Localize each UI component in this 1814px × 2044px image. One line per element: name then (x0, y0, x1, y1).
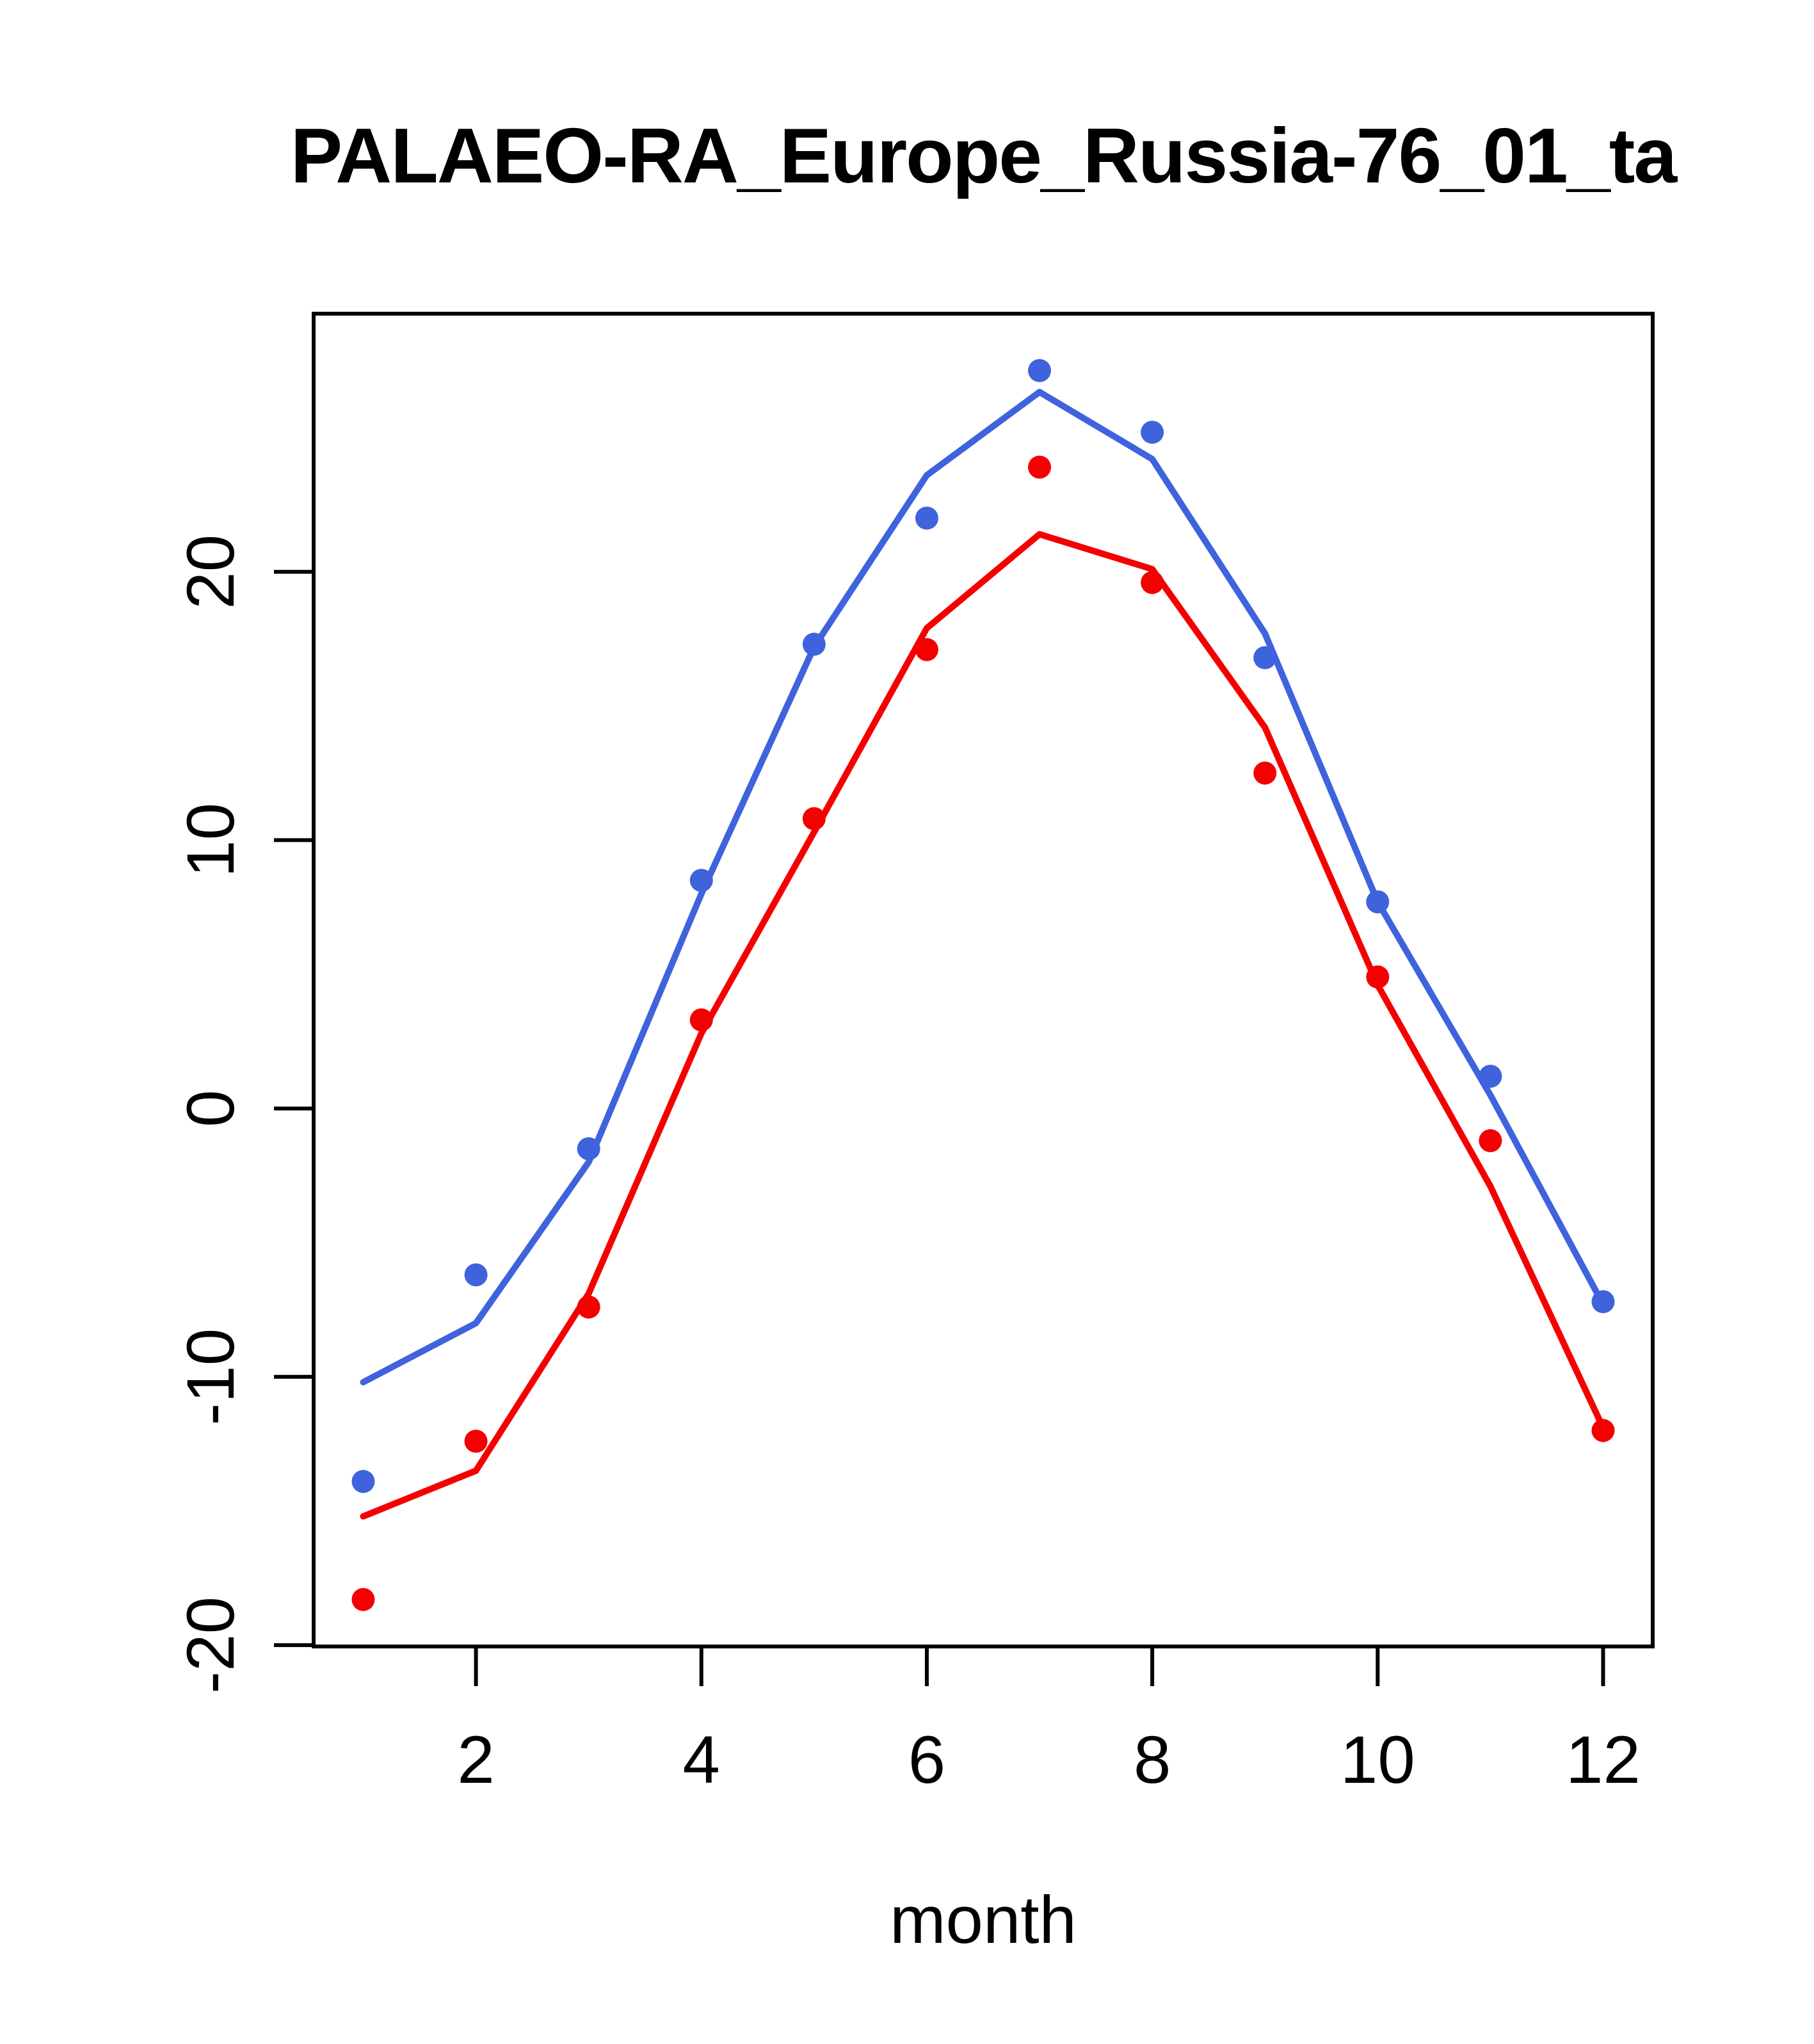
y-axis: -20 -10 0 10 20 (173, 535, 314, 1694)
y-tick-label: -20 (173, 1597, 248, 1694)
blue-points-observations-point (577, 1137, 600, 1161)
x-tick-label: 4 (683, 1723, 720, 1798)
red-points-observations-point (577, 1295, 600, 1319)
x-tick-label: 12 (1566, 1723, 1641, 1798)
red-points-observations-point (464, 1429, 488, 1453)
red-points-observations-point (1479, 1129, 1502, 1152)
blue-points-observations-point (1479, 1065, 1502, 1088)
blue-points-observations-point (802, 632, 826, 656)
blue-points-observations-point (464, 1263, 488, 1287)
blue-points-observations-point (1591, 1290, 1615, 1314)
y-tick-label: 20 (173, 535, 248, 609)
x-tick-label: 10 (1340, 1723, 1415, 1798)
red-points-observations-point (802, 807, 826, 830)
plot-series (351, 358, 1615, 1611)
blue-points-observations-point (1253, 646, 1277, 670)
blue-points-observations-point (1366, 890, 1390, 913)
y-tick-label: 10 (173, 803, 248, 878)
x-tick-label: 2 (457, 1723, 494, 1798)
red-points-observations-point (351, 1588, 375, 1611)
y-tick-label: -10 (173, 1328, 248, 1426)
red-points-observations-point (1028, 455, 1052, 479)
blue-points-observations-point (1141, 421, 1164, 444)
x-axis: 2 4 6 8 10 12 (457, 1646, 1641, 1798)
plot-box (312, 312, 1655, 1648)
blue-points-observations-point (689, 869, 713, 892)
x-axis-label: month (890, 1883, 1077, 1958)
red-points-observations-point (1366, 965, 1390, 989)
red-points-observations-point (1591, 1419, 1615, 1442)
red-points-observations-point (689, 1008, 713, 1032)
x-tick-label: 8 (1134, 1723, 1171, 1798)
blue-line-model (360, 389, 1607, 1386)
red-points-observations-point (1141, 571, 1164, 595)
red-points-observations-point (915, 638, 938, 661)
y-tick-label: 0 (173, 1090, 248, 1127)
blue-points-observations-point (1028, 358, 1052, 382)
chart-title: PALAEO-RA_Europe_Russia-76_01_ta (291, 112, 1678, 199)
red-points-observations-point (1253, 761, 1277, 785)
blue-points-observations-point (351, 1470, 375, 1493)
red-line-model (360, 531, 1607, 1520)
blue-points-observations-point (915, 506, 938, 530)
x-tick-label: 6 (908, 1723, 945, 1798)
